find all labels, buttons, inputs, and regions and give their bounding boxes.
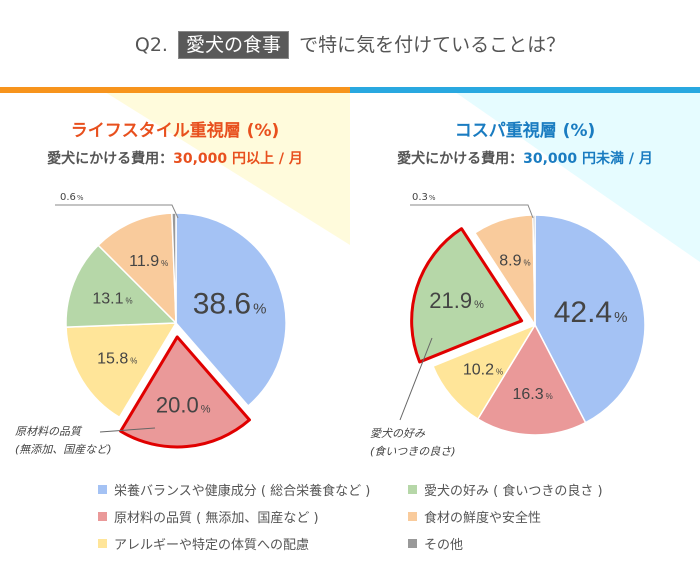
data-label-unit: % [130,356,137,365]
left-chart-title: ライフスタイル重視層 (%) [70,121,280,141]
pie-slice-3 [65,244,177,328]
data-label: 13.1% [92,291,132,308]
legend-label: 栄養バランスや健康成分 ( 総合栄養食など ) [114,484,371,499]
pie-slice-2 [432,324,536,420]
subtitle-value: 30,000 円未満 / 月 [523,151,653,167]
data-label-unit: % [201,404,211,416]
page-title: Q2. 愛犬の食事 で特に気を付けていることは？ [0,30,700,59]
pie-slice-1 [477,324,587,436]
pie-slice-4 [97,212,177,324]
right-chart-title: コスパ重視層 (%) [454,121,596,141]
pie-slice-2 [65,322,177,419]
legend-swatch [98,539,107,548]
leader-line [55,204,179,219]
pie-slice-0 [534,214,646,424]
left-bg-triangle [105,92,350,245]
callout-text: (無添加、国産など) [15,443,112,456]
right-bg-triangle [455,92,700,262]
legend-item: 愛犬の好み ( 食いつきの良さ ) [408,481,658,499]
left-accent-bar [0,87,350,93]
legend-swatch [408,512,417,521]
legend-item: 食材の鮮度や安全性 [408,508,658,526]
title-text: で特に気を付けていることは？ [299,34,566,56]
data-label-unit: % [126,297,133,306]
data-label-unit: % [77,194,84,202]
legend-label: アレルギーや特定の体質への配慮 [114,538,310,553]
data-label: 16.3% [513,386,553,403]
data-label-unit: % [524,258,531,267]
data-label-unit: % [546,392,553,401]
callout-line [99,427,156,433]
legend-swatch [98,512,107,521]
legend-label: 原材料の品質 ( 無添加、国産など ) [114,511,319,526]
left-pie: 38.6 %20.0 %15.8 %13.1 %11.9 %0.6%原材料の品質(無添加、… [15,192,287,456]
pie-slice-5 [532,214,536,326]
data-label-unit: % [161,259,168,268]
left-chart-subtitle: 愛犬にかける費用：30,000 円以上 / 月 [0,148,350,168]
data-label: 11.9% [129,253,168,270]
subtitle-label: 愛犬にかける費用： [397,151,524,167]
question-number: Q2. [134,34,168,56]
pie-slice-1 [119,335,251,449]
legend-item: 栄養バランスや健康成分 ( 総合栄養食など ) [98,481,408,499]
data-label: 0.3% [412,192,436,203]
legend-item: その他 [408,535,658,553]
legend-item: アレルギーや特定の体質への配慮 [98,535,408,553]
data-label-unit: % [253,300,266,317]
right-pie: 42.4 %16.3 %10.2 %21.9 %8.9 %0.3%愛犬の好み(食いつきの良… [370,192,646,458]
subtitle-value: 30,000 円以上 / 月 [173,151,303,167]
legend: 栄養バランスや健康成分 ( 総合栄養食など ) 愛犬の好み ( 食いつきの良さ … [98,481,658,553]
pie-slice-3 [410,227,524,364]
data-label: 0.6% [60,192,84,203]
callout-text: (食いつきの良さ) [370,445,456,458]
callout-text: 原材料の品質 [15,425,83,438]
data-label-unit: % [496,368,503,377]
callout-line [399,337,433,421]
title-highlight: 愛犬の食事 [178,31,290,59]
legend-item: 原材料の品質 ( 無添加、国産など ) [98,508,408,526]
callout-text: 愛犬の好み [370,427,426,440]
legend-label: その他 [424,538,464,553]
right-accent-bar [350,87,700,93]
legend-label: 愛犬の好み ( 食いつきの良さ ) [424,484,603,499]
legend-label: 食材の鮮度や安全性 [424,511,542,526]
right-chart-subtitle: 愛犬にかける費用：30,000 円未満 / 月 [350,148,700,168]
legend-swatch [408,485,417,494]
legend-swatch [408,539,417,548]
data-label: 10.2% [463,362,503,379]
data-label: 15.8% [97,350,137,367]
leader-line [410,204,534,219]
data-label-unit: % [614,309,627,326]
subtitle-label: 愛犬にかける費用： [47,151,174,167]
data-label-unit: % [429,194,436,202]
pie-slice-0 [175,212,287,407]
legend-swatch [98,485,107,494]
data-label-unit: % [474,299,484,311]
